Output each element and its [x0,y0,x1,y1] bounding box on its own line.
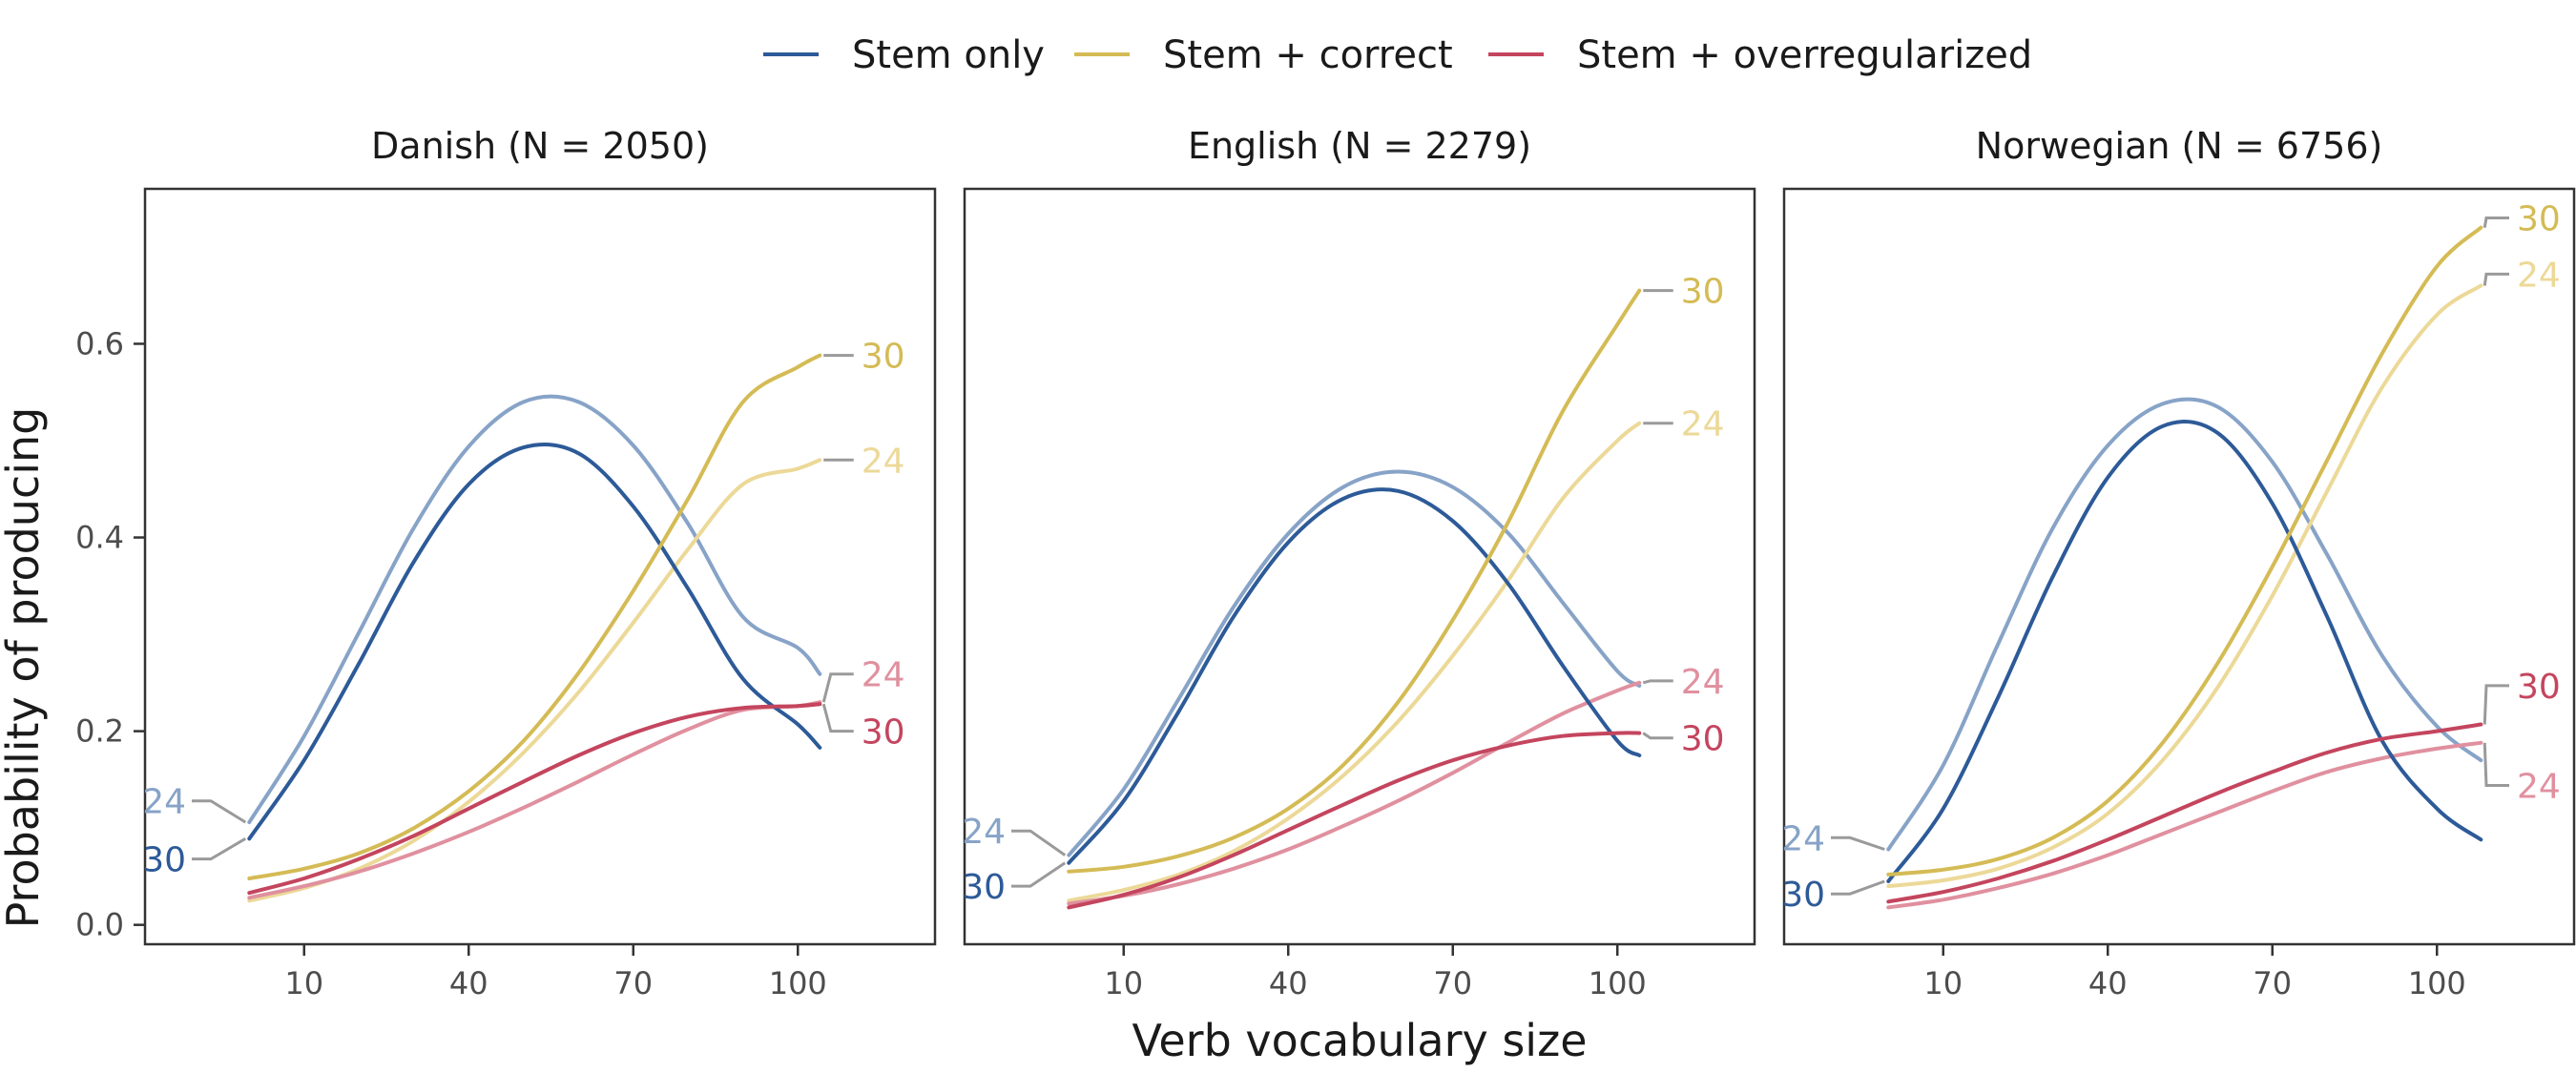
end-label-connector [2483,684,2509,725]
series-line-stem-correct-24 [247,458,822,903]
legend: Stem only Stem + correct Stem + overregula… [763,33,2032,77]
x-tick-label: 40 [2088,965,2128,1001]
panel-norwegian: Norwegian (N = 6756) 10 40 70 100 24 30 30 24 30 2… [1781,125,2576,1001]
end-label-connector [2483,742,2509,787]
end-label-connector [821,703,854,733]
end-label-connector [1642,679,1673,685]
end-label-stem-only-30: 30 [142,841,186,880]
x-tick-label: 40 [1269,965,1308,1001]
y-tick-label: 0.4 [75,520,124,556]
x-tick-label: 70 [2253,965,2292,1001]
legend-item-stem-only: Stem only [763,33,1045,77]
panel-frame [1782,187,2576,946]
end-label-stem-only-24: 24 [142,783,186,822]
end-label-connector [1011,829,1067,856]
series-line-stem-correct-30 [247,353,822,880]
series-line-stem-overregularized-24 [1067,680,1642,906]
panel-frame [963,187,1756,946]
end-label-connector [1831,879,1885,896]
y-tick-label: 0.2 [75,713,124,750]
series-line-stem-overregularized-24 [1886,740,2483,910]
panels: Danish (N = 2050) 10 40 70 100 0.0 0.2 0.4 0.6 24… [75,125,2576,1001]
end-label-stem-only-30: 30 [1781,876,1825,915]
end-label-connector [821,672,854,703]
end-label-stem-correct-24: 24 [862,442,905,481]
legend-item-stem-correct: Stem + correct [1074,33,1453,77]
x-tick-label: 100 [1589,965,1647,1001]
panel-frame [143,187,937,946]
panel-english: English (N = 2279) 10 40 70 100 24 30 30 24 24 30 [962,125,1756,1001]
end-label-stem-correct-30: 30 [862,338,905,377]
series-line-stem-only-24 [1067,469,1642,857]
end-label-stem-correct-30: 30 [2517,199,2561,238]
x-tick-label: 100 [2408,965,2466,1001]
end-label-stem-overregularized-30: 30 [862,713,905,753]
series-line-stem-overregularized-30 [247,702,822,896]
x-axis-title: Verb vocabulary size [1132,1015,1587,1066]
end-label-stem-only-24: 24 [962,813,1006,852]
legend-label: Stem + overregularized [1577,33,2032,77]
series-line-stem-correct-30 [1886,225,2483,877]
legend-label: Stem + correct [1163,33,1453,77]
end-label-stem-only-24: 24 [1781,819,1825,858]
series-line-stem-overregularized-30 [1067,731,1642,910]
legend-label: Stem only [852,33,1045,77]
series-line-stem-only-24 [1886,397,2483,852]
end-label-connector [192,837,247,861]
legend-item-stem-overregularized: Stem + overregularized [1488,33,2032,77]
end-label-stem-overregularized-24: 24 [1681,663,1725,702]
x-tick-label: 10 [1104,965,1143,1001]
end-label-stem-correct-30: 30 [1681,273,1725,312]
x-tick-label: 100 [769,965,827,1001]
end-label-stem-only-30: 30 [962,868,1006,907]
panel-danish: Danish (N = 2050) 10 40 70 100 0.0 0.2 0.4 0.6 24… [75,125,937,1001]
end-label-stem-correct-24: 24 [1681,405,1725,444]
end-label-connector [1011,861,1067,888]
y-axis-title: Probability of producing [0,407,49,929]
series-line-stem-overregularized-30 [1886,722,2483,904]
series-line-stem-only-30 [1886,420,2483,883]
end-label-stem-overregularized-24: 24 [862,656,905,695]
x-tick-label: 10 [284,965,323,1001]
series-line-stem-correct-30 [1067,288,1642,874]
series-line-stem-correct-24 [1886,283,2483,889]
end-label-stem-overregularized-30: 30 [1681,720,1725,759]
panel-title: Norwegian (N = 6756) [1976,125,2383,167]
end-label-connector [1831,836,1885,851]
x-tick-label: 10 [1923,965,1963,1001]
y-tick-label: 0.6 [75,325,124,361]
x-tick-label: 40 [449,965,488,1001]
series-line-stem-only-24 [247,394,822,825]
panel-title: Danish (N = 2050) [371,125,709,167]
panel-title: English (N = 2279) [1188,125,1531,167]
end-label-connector [1642,732,1673,740]
y-tick-label: 0.0 [75,907,124,943]
end-label-connector [2483,216,2509,228]
end-label-connector [192,799,247,824]
end-label-stem-overregularized-24: 24 [2517,767,2561,806]
series-line-stem-only-30 [1067,487,1642,865]
end-label-stem-correct-24: 24 [2517,256,2561,295]
end-label-connector [2483,272,2509,286]
x-tick-label: 70 [613,965,653,1001]
end-label-stem-overregularized-30: 30 [2517,668,2561,707]
series-line-stem-correct-24 [1067,421,1642,903]
x-tick-label: 70 [1433,965,1472,1001]
series-line-stem-only-30 [247,442,822,841]
